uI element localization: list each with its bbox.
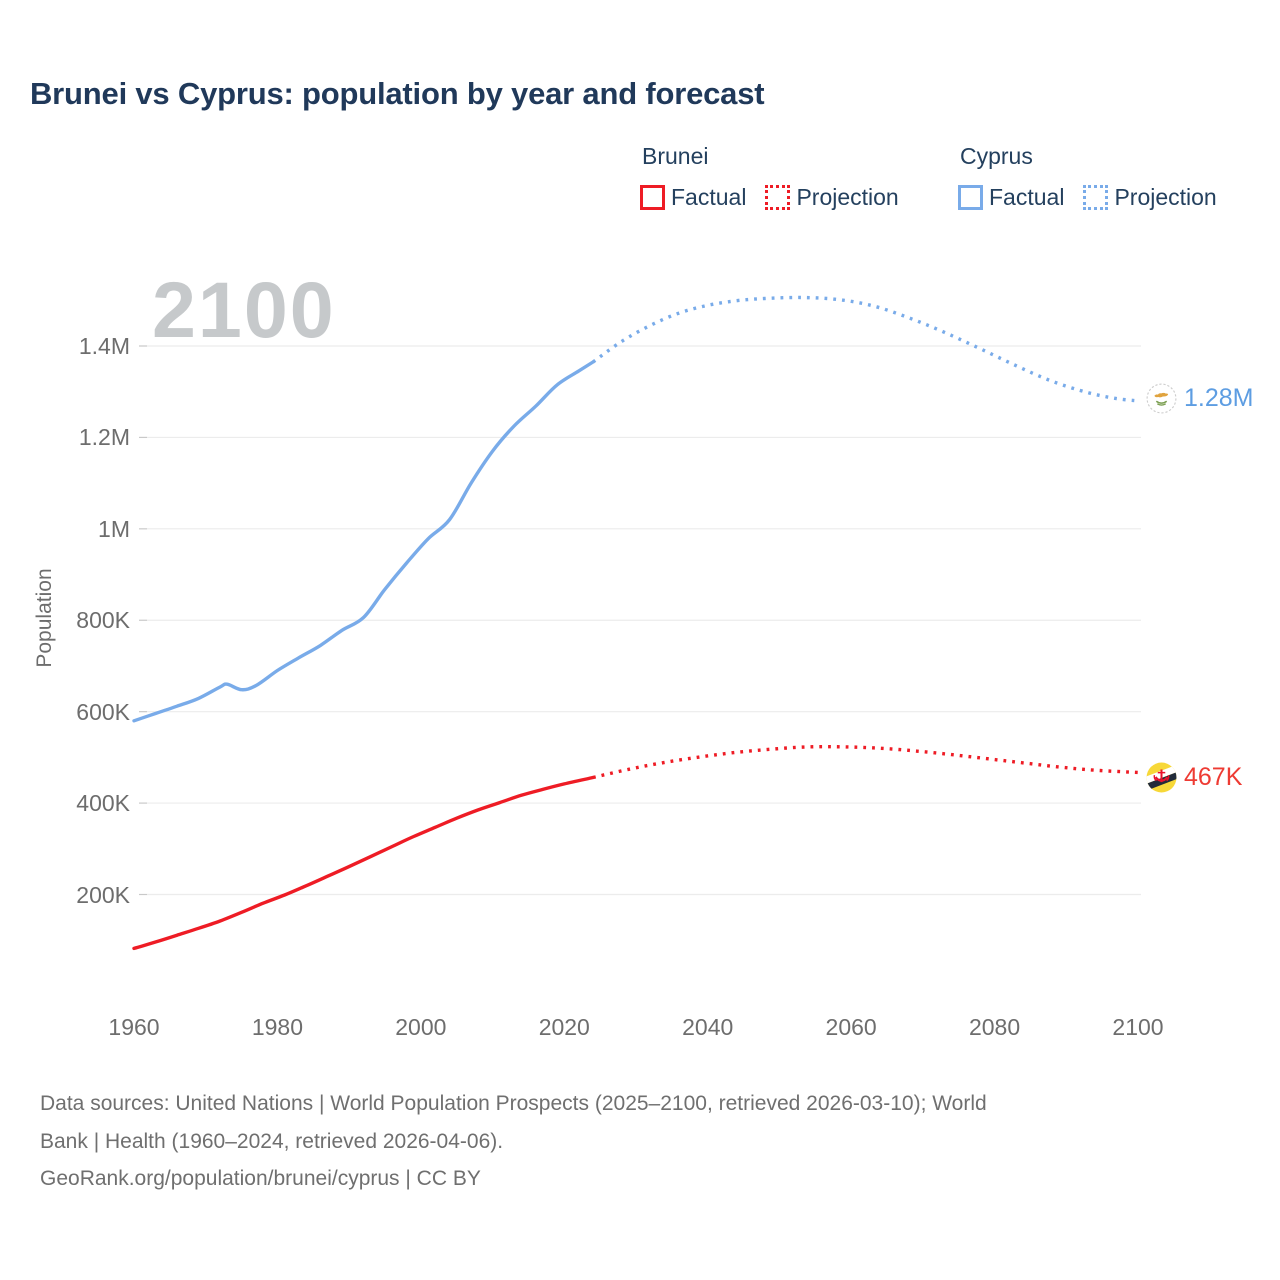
x-tick-label: 2040	[682, 1014, 734, 1040]
cyprus-projection-line	[592, 295, 1139, 403]
legend-item-cyprus-factual[interactable]: Factual	[958, 184, 1064, 211]
dotted-line-swatch-icon	[765, 185, 791, 210]
y-tick-label: 600K	[76, 698, 130, 725]
cyprus-factual-line	[132, 360, 595, 723]
legend-item-label: Factual	[671, 184, 747, 210]
legend-item-brunei-projection[interactable]: Projection	[765, 184, 899, 211]
legend-item-label: Projection	[796, 184, 899, 210]
y-tick-label: 1M	[98, 515, 130, 542]
legend-group-title: Cyprus	[960, 143, 1033, 169]
y-tick-label: 1.2M	[78, 424, 130, 451]
x-tick-label: 2100	[1112, 1014, 1164, 1040]
brunei-end-value: 467K	[1184, 763, 1243, 791]
y-tick-label: 200K	[76, 881, 130, 908]
x-tick-label: 2060	[825, 1014, 877, 1040]
footer-line-sources-2: Bank | Health (1960–2024, retrieved 2026…	[40, 1129, 504, 1153]
footer-line-attribution: GeoRank.org/population/brunei/cyprus | C…	[40, 1167, 481, 1190]
dotted-line-swatch-icon	[1083, 185, 1109, 210]
y-tick-label: 1.4M	[78, 333, 130, 359]
cyprus-flag-icon	[1146, 383, 1177, 414]
brunei-flag-icon	[1146, 762, 1177, 793]
y-axis-title: Population	[33, 568, 56, 668]
brunei-projection-line	[592, 744, 1139, 780]
brunei-end-label: 467K	[1146, 762, 1242, 793]
x-tick-label: 1980	[251, 1014, 303, 1040]
footer-line-sources-1: Data sources: United Nations | World Pop…	[40, 1092, 987, 1115]
cyprus-end-value: 1.28M	[1184, 384, 1254, 412]
legend-group-cyprus: Cyprus Factual Projection	[958, 143, 1236, 211]
legend-item-label: Factual	[989, 184, 1065, 210]
x-tick-label: 2000	[395, 1014, 447, 1040]
y-tick-label: 800K	[76, 607, 130, 634]
x-tick-label: 2020	[538, 1014, 590, 1040]
x-tick-label: 1960	[108, 1014, 160, 1040]
legend-group-title: Brunei	[642, 143, 709, 169]
chart-title: Brunei vs Cyprus: population by year and…	[30, 76, 765, 111]
y-tick-label: 400K	[76, 790, 130, 817]
brunei-factual-line	[132, 775, 595, 951]
legend-item-cyprus-projection[interactable]: Projection	[1083, 184, 1217, 211]
solid-line-swatch-icon	[958, 185, 983, 210]
solid-line-swatch-icon	[640, 185, 665, 210]
footer: Data sources: United Nations | World Pop…	[40, 1085, 987, 1198]
cyprus-end-label: 1.28M	[1146, 383, 1253, 414]
legend-item-label: Projection	[1114, 184, 1217, 210]
watermark-year: 2100	[152, 265, 336, 354]
legend-group-brunei: Brunei Factual Projection	[640, 143, 918, 211]
legend-item-brunei-factual[interactable]: Factual	[640, 184, 746, 211]
x-tick-label: 2080	[968, 1014, 1021, 1040]
